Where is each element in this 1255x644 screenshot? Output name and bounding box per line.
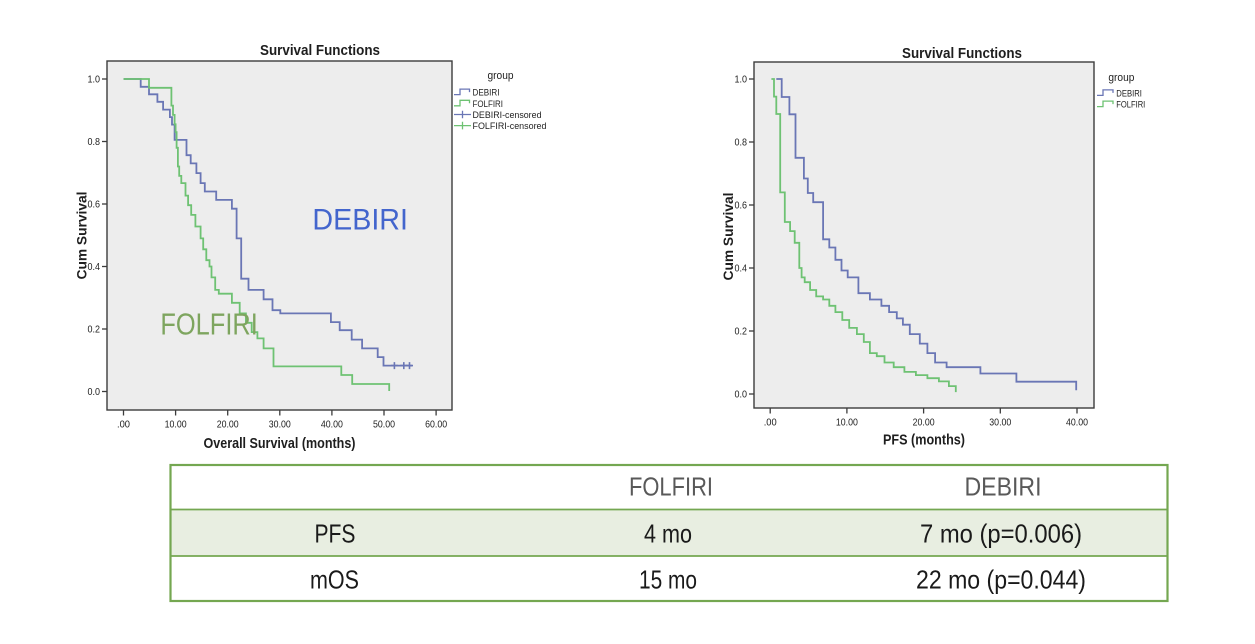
svg-text:40.00: 40.00 bbox=[321, 419, 343, 431]
svg-text:1.0: 1.0 bbox=[88, 74, 101, 86]
svg-text:0.4: 0.4 bbox=[735, 263, 748, 275]
svg-text:Cum Survival: Cum Survival bbox=[720, 193, 736, 281]
svg-text:0.8: 0.8 bbox=[88, 136, 101, 148]
svg-text:20.00: 20.00 bbox=[913, 417, 935, 429]
svg-text:0.0: 0.0 bbox=[735, 389, 748, 401]
svg-text:Survival Functions: Survival Functions bbox=[260, 42, 380, 59]
svg-text:DEBIRI-censored: DEBIRI-censored bbox=[473, 110, 542, 120]
svg-text:.00: .00 bbox=[117, 419, 130, 431]
svg-text:.00: .00 bbox=[764, 417, 777, 429]
svg-text:group: group bbox=[488, 70, 514, 82]
svg-text:0.6: 0.6 bbox=[88, 199, 101, 211]
svg-text:50.00: 50.00 bbox=[373, 419, 395, 431]
svg-text:0.8: 0.8 bbox=[735, 137, 748, 149]
svg-text:FOLFIRI-censored: FOLFIRI-censored bbox=[473, 121, 547, 131]
svg-text:30.00: 30.00 bbox=[989, 417, 1011, 429]
svg-text:10.00: 10.00 bbox=[165, 419, 187, 431]
svg-text:FOLFIRI: FOLFIRI bbox=[160, 307, 257, 342]
svg-text:PFS (months): PFS (months) bbox=[883, 432, 965, 449]
svg-text:40.00: 40.00 bbox=[1066, 417, 1088, 429]
svg-text:0.6: 0.6 bbox=[735, 200, 748, 212]
svg-text:60.00: 60.00 bbox=[425, 419, 447, 431]
svg-text:7 mo (p=0.006): 7 mo (p=0.006) bbox=[920, 519, 1082, 549]
svg-text:0.0: 0.0 bbox=[88, 386, 101, 398]
svg-text:FOLFIRI: FOLFIRI bbox=[1116, 100, 1145, 110]
svg-text:Overall Survival (months): Overall Survival (months) bbox=[204, 435, 356, 452]
svg-text:4 mo: 4 mo bbox=[644, 519, 692, 549]
svg-text:DEBIRI: DEBIRI bbox=[1116, 88, 1142, 98]
svg-text:22 mo (p=0.044): 22 mo (p=0.044) bbox=[916, 565, 1086, 595]
svg-text:group: group bbox=[1108, 72, 1134, 84]
svg-text:15 mo: 15 mo bbox=[639, 565, 697, 595]
svg-text:1.0: 1.0 bbox=[735, 74, 748, 86]
svg-text:Survival Functions: Survival Functions bbox=[902, 45, 1022, 62]
svg-text:Cum Survival: Cum Survival bbox=[74, 192, 90, 280]
svg-text:DEBIRI: DEBIRI bbox=[473, 88, 500, 98]
svg-text:10.00: 10.00 bbox=[836, 417, 858, 429]
svg-text:FOLFIRI: FOLFIRI bbox=[473, 99, 504, 109]
svg-text:FOLFIRI: FOLFIRI bbox=[629, 472, 713, 502]
svg-text:DEBIRI: DEBIRI bbox=[965, 472, 1042, 502]
svg-text:0.2: 0.2 bbox=[735, 326, 748, 338]
svg-text:0.4: 0.4 bbox=[88, 261, 101, 273]
svg-text:30.00: 30.00 bbox=[269, 419, 291, 431]
svg-text:20.00: 20.00 bbox=[217, 419, 239, 431]
svg-text:PFS: PFS bbox=[315, 519, 356, 549]
svg-text:mOS: mOS bbox=[310, 565, 359, 595]
svg-text:DEBIRI: DEBIRI bbox=[312, 204, 408, 237]
svg-text:0.2: 0.2 bbox=[88, 324, 101, 336]
